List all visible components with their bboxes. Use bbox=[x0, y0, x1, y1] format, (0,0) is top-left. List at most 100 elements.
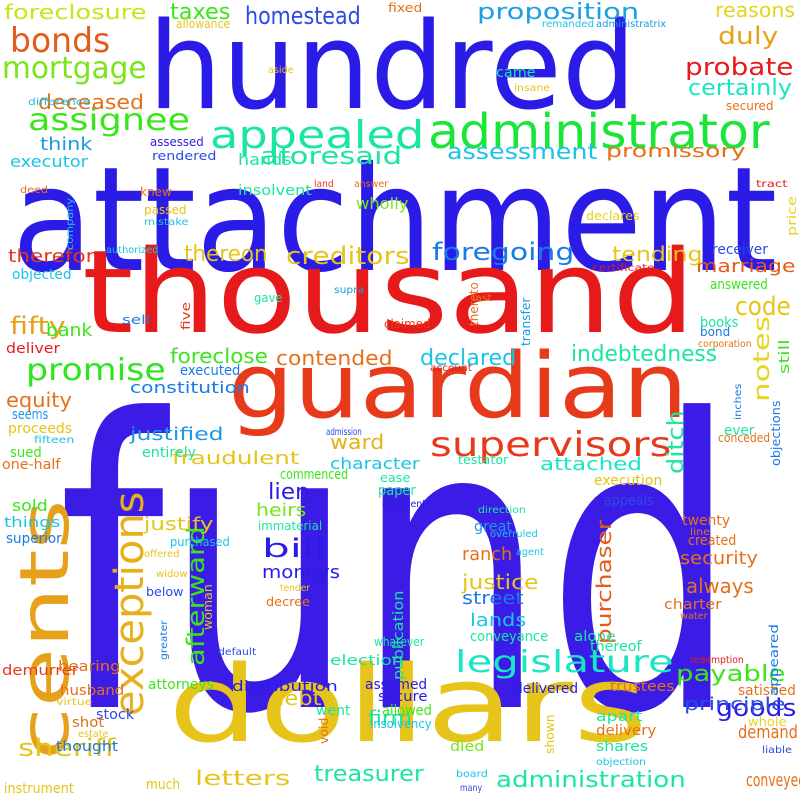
word-immaterial: immaterial bbox=[258, 519, 323, 533]
word-below: below bbox=[146, 585, 184, 599]
word-ranch: ranch bbox=[462, 544, 513, 565]
word-certainly: certainly bbox=[688, 76, 792, 101]
word-bond: bond bbox=[700, 325, 731, 339]
word-seems: seems bbox=[12, 407, 49, 423]
word-insane: insane bbox=[514, 83, 550, 94]
word-guardian: guardian bbox=[228, 334, 689, 439]
word-appeals: appeals bbox=[604, 493, 654, 509]
word-conceded: conceded bbox=[718, 431, 771, 445]
word-administratrix: administratrix bbox=[596, 19, 667, 30]
word-delivered: delivered bbox=[514, 681, 579, 697]
word-assessment: assessment bbox=[447, 140, 598, 165]
word-many: many bbox=[460, 783, 483, 794]
word-purchased: purchased bbox=[170, 535, 230, 549]
word-fifteen: fifteen bbox=[34, 435, 75, 446]
word-came: came bbox=[496, 65, 536, 81]
word-entirely: entirely bbox=[142, 445, 197, 461]
word-offered: offered bbox=[144, 549, 180, 560]
word-administration: administration bbox=[496, 768, 686, 793]
word-equity: equity bbox=[6, 388, 72, 412]
word-assignee: assignee bbox=[28, 103, 190, 138]
word-sold: sold bbox=[12, 496, 48, 515]
word-books: books bbox=[700, 315, 739, 331]
word-decedent: decedent bbox=[382, 499, 426, 510]
word-much: much bbox=[146, 777, 181, 793]
word-promise: promise bbox=[26, 353, 166, 388]
word-think: think bbox=[40, 134, 93, 155]
word-knew: knew bbox=[140, 185, 172, 199]
word-commenced: commenced bbox=[280, 467, 349, 483]
word-died: died bbox=[450, 739, 485, 755]
word-assumed: assumed bbox=[365, 677, 428, 693]
word-virtue: virtue bbox=[56, 697, 93, 708]
word-price: price bbox=[785, 196, 799, 236]
word-ease: ease bbox=[380, 471, 411, 485]
word-account: account bbox=[430, 363, 472, 374]
word-line: line bbox=[690, 527, 711, 538]
word-conveyance: conveyance bbox=[470, 629, 549, 645]
word-mortgage: mortgage bbox=[2, 51, 147, 86]
word-taxes: taxes bbox=[170, 0, 231, 25]
word-probate: probate bbox=[685, 53, 794, 81]
word-moneys: moneys bbox=[262, 562, 341, 583]
word-tract: tract bbox=[756, 179, 788, 190]
word-agent: agent bbox=[516, 547, 544, 558]
word-execution: execution bbox=[594, 473, 663, 489]
word-alone: alone bbox=[574, 629, 616, 645]
word-distribution: distribution bbox=[232, 679, 338, 695]
word-paper: paper bbox=[378, 483, 416, 499]
word-deceased: deceased bbox=[38, 90, 144, 114]
word-ditch: ditch bbox=[664, 410, 689, 474]
word-appealed: appealed bbox=[210, 113, 425, 157]
word-declares: declares bbox=[586, 209, 640, 223]
word-still: still bbox=[777, 339, 793, 374]
word-attachment: attachment bbox=[12, 136, 778, 305]
word-transfer: transfer bbox=[519, 297, 533, 346]
word-conveyed: conveyed bbox=[746, 770, 800, 791]
word-bearing: bearing bbox=[58, 659, 121, 675]
word-remanded: remanded bbox=[542, 19, 595, 30]
word-lands: lands bbox=[470, 610, 527, 631]
word-goods: goods bbox=[716, 694, 797, 722]
word-creditors: creditors bbox=[286, 242, 410, 270]
word-redemption: redemption bbox=[690, 655, 744, 666]
word-aside: aside bbox=[268, 65, 294, 76]
word-overruled: overruled bbox=[490, 529, 538, 540]
word-thereto: thereto bbox=[467, 282, 481, 326]
word-insolvency: insolvency bbox=[370, 717, 432, 731]
word-shown: shown bbox=[543, 714, 557, 754]
word-liable: liable bbox=[762, 745, 792, 756]
word-instrument: instrument bbox=[4, 781, 74, 797]
word-objections: objections bbox=[769, 400, 783, 466]
word-trustees: trustees bbox=[610, 679, 675, 695]
word-things: things bbox=[4, 515, 61, 531]
word-board: board bbox=[456, 769, 488, 780]
word-difference: difference bbox=[28, 97, 91, 108]
word-shares: shares bbox=[596, 739, 649, 755]
word-allowed: allowed bbox=[382, 703, 432, 719]
word-five: five bbox=[179, 301, 193, 330]
word-therefor: therefor bbox=[8, 246, 95, 267]
word-executed: executed bbox=[180, 363, 241, 379]
word-estate: estate bbox=[78, 729, 109, 740]
word-thereof: thereof bbox=[590, 639, 642, 655]
word-justice: justice bbox=[462, 570, 539, 594]
word-secured: secured bbox=[726, 99, 774, 113]
word-aforesaid: aforesaid bbox=[260, 142, 403, 170]
word-inches: inches bbox=[733, 383, 744, 420]
word-justified: justified bbox=[130, 424, 224, 445]
word-proceeds: proceeds bbox=[8, 421, 73, 437]
word-ward: ward bbox=[330, 430, 385, 454]
word-bank: bank bbox=[46, 320, 93, 341]
word-election: election bbox=[330, 653, 404, 669]
word-indebtedness: indebtedness bbox=[571, 342, 718, 367]
word-default: default bbox=[218, 647, 257, 658]
word-tender: tender bbox=[280, 583, 311, 594]
word-executor: executor bbox=[10, 152, 88, 171]
word-character: character bbox=[330, 454, 420, 473]
word-testator: testator bbox=[458, 453, 509, 467]
word-principle: principle bbox=[684, 694, 786, 715]
word-decree: decree bbox=[266, 595, 311, 609]
word-woman: woman bbox=[201, 584, 215, 630]
